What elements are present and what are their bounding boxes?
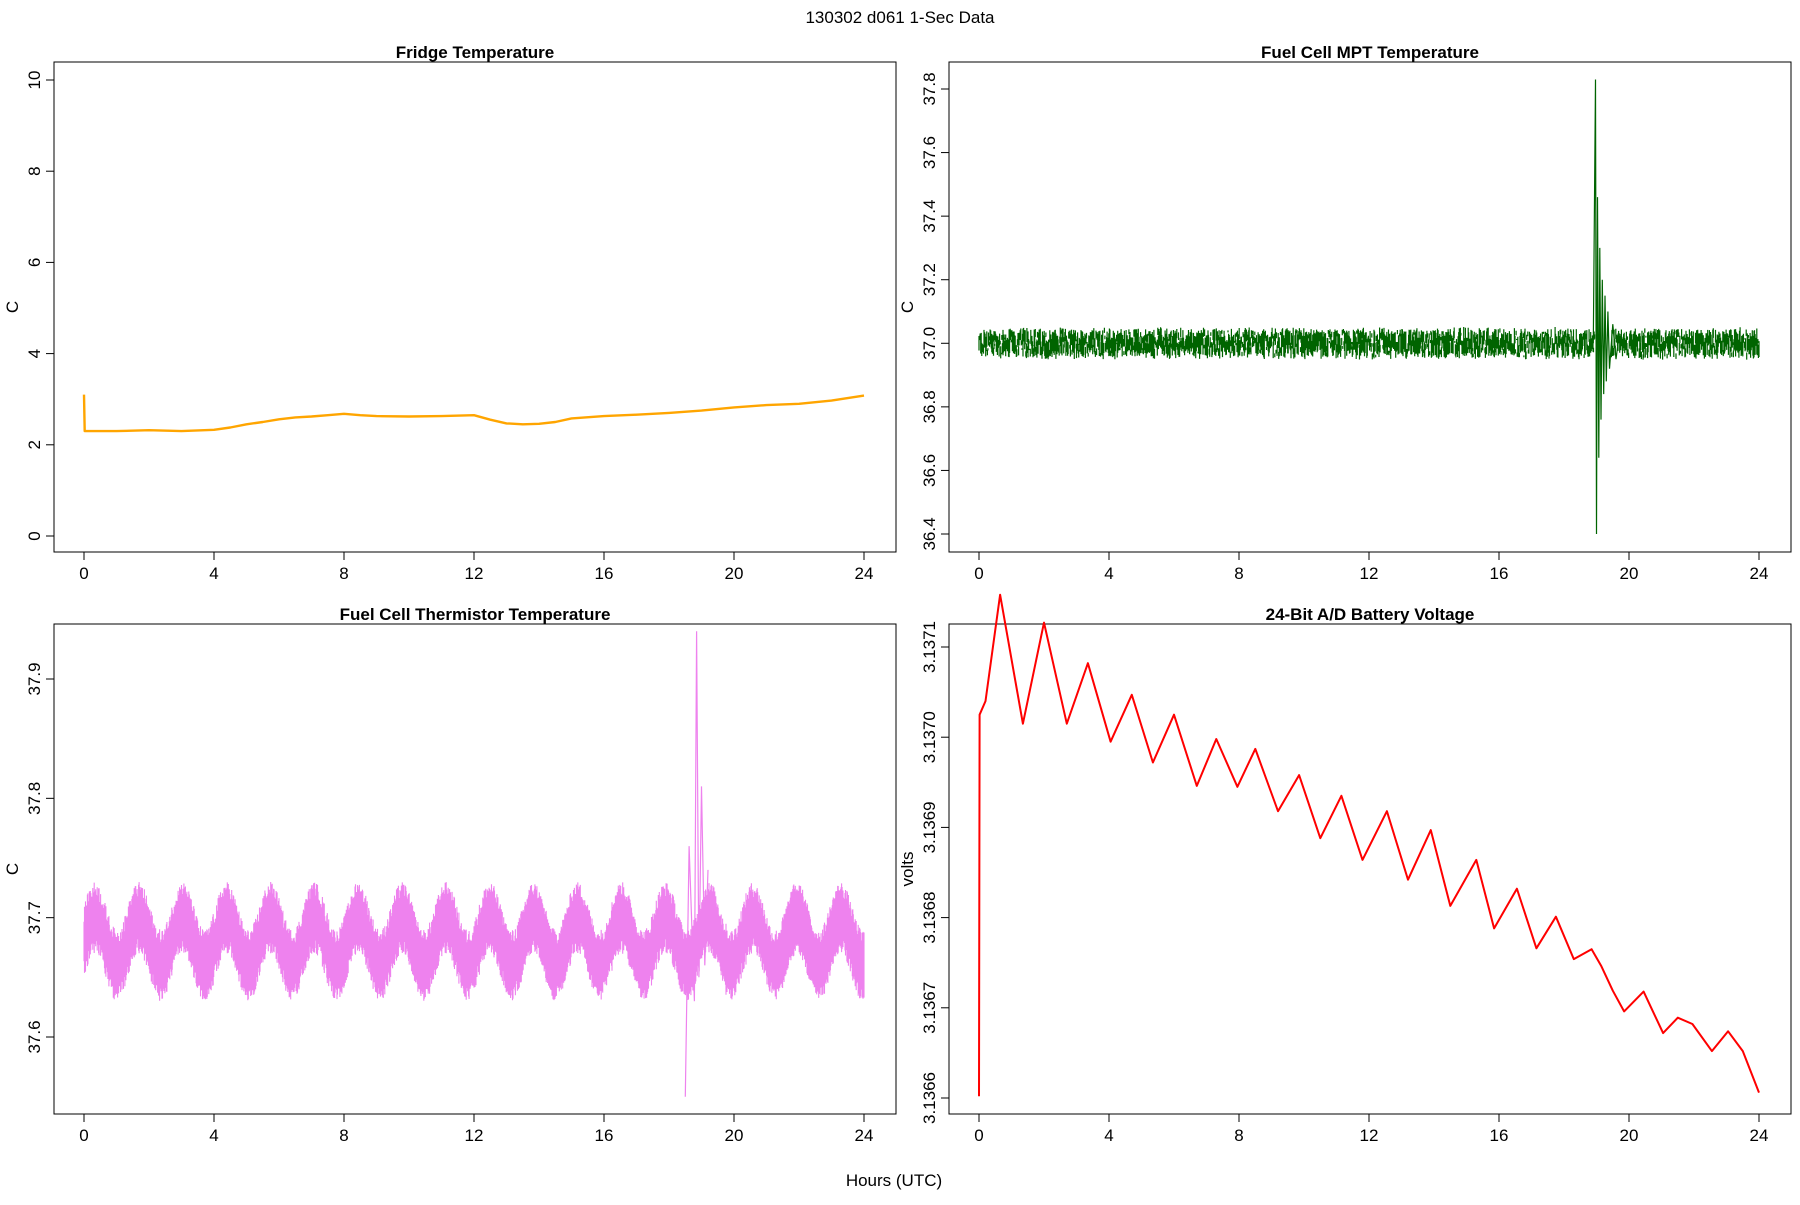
y-tick-label: 37.7: [25, 901, 44, 934]
x-tick-label: 20: [725, 1126, 744, 1145]
x-tick-label: 8: [339, 564, 348, 583]
y-tick-label: 37.6: [920, 136, 939, 169]
x-tick-label: 20: [1620, 564, 1639, 583]
x-tick-label: 4: [1104, 1126, 1113, 1145]
series-line: [82, 394, 865, 433]
y-tick-label: 37.6: [25, 1020, 44, 1053]
y-tick-label: 37.2: [920, 263, 939, 296]
y-tick-label: 36.4: [920, 517, 939, 550]
panel-battery-voltage: 24-Bit A/D Battery Voltage volts 0 4 8 12 16…: [898, 593, 1792, 1145]
x-tick-label: 0: [79, 1126, 88, 1145]
y-tick-label: 37.4: [920, 200, 939, 233]
x-tick-label: 16: [1490, 1126, 1509, 1145]
plot-frame: [53, 61, 897, 553]
x-tick-label: 12: [1360, 564, 1379, 583]
y-axis-label: volts: [898, 852, 917, 887]
x-tick-label: 4: [209, 564, 218, 583]
y-tick-label: 3.1369: [920, 801, 939, 853]
x-tick-label: 16: [1490, 564, 1509, 583]
y-axis-label: C: [3, 301, 22, 313]
panel-title: Fridge Temperature: [396, 43, 554, 62]
y-tick-label: 3.1368: [920, 892, 939, 944]
figure-x-axis-label: Hours (UTC): [846, 1171, 942, 1190]
x-tick-label: 24: [855, 564, 874, 583]
plot-frame: [948, 61, 1792, 553]
y-tick-label: 36.6: [920, 454, 939, 487]
y-tick-label: 10: [25, 71, 44, 90]
panel-title: Fuel Cell Thermistor Temperature: [340, 605, 611, 624]
y-tick-label: 6: [25, 258, 44, 267]
series-spikes: [684, 631, 709, 1097]
y-tick-label: 8: [25, 166, 44, 175]
y-tick-label: 37.9: [25, 662, 44, 695]
x-tick-label: 12: [465, 1126, 484, 1145]
figure-title: 130302 d061 1-Sec Data: [805, 8, 995, 27]
y-tick-label: 3.1371: [920, 621, 939, 673]
panel-fuel-cell-mpt-temperature: Fuel Cell MPT Temperature C 0 4 8 12 16 20 24 3…: [898, 43, 1792, 583]
x-tick-label: 8: [1234, 1126, 1243, 1145]
series-noise-band: [978, 327, 1760, 360]
x-tick-label: 24: [1750, 564, 1769, 583]
y-axis-label: C: [898, 301, 917, 313]
x-tick-label: 8: [339, 1126, 348, 1145]
x-tick-label: 4: [209, 1126, 218, 1145]
y-tick-label: 4: [25, 349, 44, 358]
panel-fuel-cell-thermistor-temperature: Fuel Cell Thermistor Temperature C 0 4 8 12…: [3, 605, 897, 1145]
x-tick-label: 0: [974, 564, 983, 583]
y-tick-label: 2: [25, 440, 44, 449]
x-tick-label: 0: [79, 564, 88, 583]
panel-title: 24-Bit A/D Battery Voltage: [1266, 605, 1475, 624]
y-axis-label: C: [3, 863, 22, 875]
series-noise-band: [83, 882, 865, 1001]
y-tick-label: 3.1366: [920, 1072, 939, 1124]
x-tick-label: 20: [1620, 1126, 1639, 1145]
y-tick-label: 37.0: [920, 327, 939, 360]
x-tick-label: 0: [974, 1126, 983, 1145]
x-tick-label: 12: [465, 564, 484, 583]
x-tick-label: 20: [725, 564, 744, 583]
x-tick-label: 12: [1360, 1126, 1379, 1145]
x-tick-label: 4: [1104, 564, 1113, 583]
plot-frame: [948, 623, 1792, 1115]
series-line: [978, 593, 1760, 1097]
x-tick-label: 24: [855, 1126, 874, 1145]
y-tick-label: 37.8: [920, 72, 939, 105]
x-tick-label: 16: [595, 1126, 614, 1145]
y-tick-label: 0: [25, 531, 44, 540]
y-tick-label: 3.1370: [920, 711, 939, 763]
y-tick-label: 37.8: [25, 782, 44, 815]
series-burst: [1592, 79, 1620, 535]
plot-frame: [53, 623, 897, 1115]
x-tick-label: 8: [1234, 564, 1243, 583]
y-tick-label: 3.1367: [920, 982, 939, 1034]
panel-title: Fuel Cell MPT Temperature: [1261, 43, 1479, 62]
x-tick-label: 16: [595, 564, 614, 583]
x-tick-label: 24: [1750, 1126, 1769, 1145]
y-tick-label: 36.8: [920, 390, 939, 423]
